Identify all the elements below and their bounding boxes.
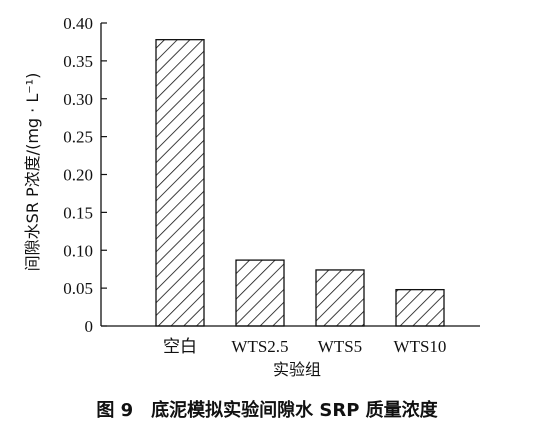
x-tick-label: WTS5 xyxy=(318,337,362,356)
y-tick-label: 0 xyxy=(85,317,94,336)
x-tick-label: WTS2.5 xyxy=(231,337,288,356)
y-axis-title: 间隙水SR P浓度/(mg · L⁻¹) xyxy=(23,73,42,272)
x-ticks: 空白 WTS2.5 WTS5 WTS10 xyxy=(163,337,446,356)
x-axis-title: 实验组 xyxy=(273,360,321,379)
y-tick-label: 0.20 xyxy=(63,166,93,185)
figure-caption: 图 9 底泥模拟实验间隙水 SRP 质量浓度 xyxy=(96,399,438,421)
bar-4 xyxy=(395,288,445,327)
bar-2 xyxy=(235,259,285,327)
bar-1 xyxy=(155,39,205,327)
y-tick-label: 0.35 xyxy=(63,52,93,71)
y-tick-label: 0.25 xyxy=(63,128,93,147)
y-tick-label: 0.30 xyxy=(63,90,93,109)
bar-3 xyxy=(315,269,365,327)
x-tick-label: WTS10 xyxy=(394,337,447,356)
y-ticks: 0 0.05 0.10 0.15 0.20 0.25 0.30 0.35 0.40 xyxy=(63,14,107,336)
bar-group xyxy=(155,39,445,327)
x-tick-label: 空白 xyxy=(163,337,197,356)
y-tick-label: 0.10 xyxy=(63,241,93,260)
y-tick-label: 0.15 xyxy=(63,203,93,222)
y-tick-label: 0.05 xyxy=(63,279,93,298)
y-tick-label: 0.40 xyxy=(63,14,93,33)
